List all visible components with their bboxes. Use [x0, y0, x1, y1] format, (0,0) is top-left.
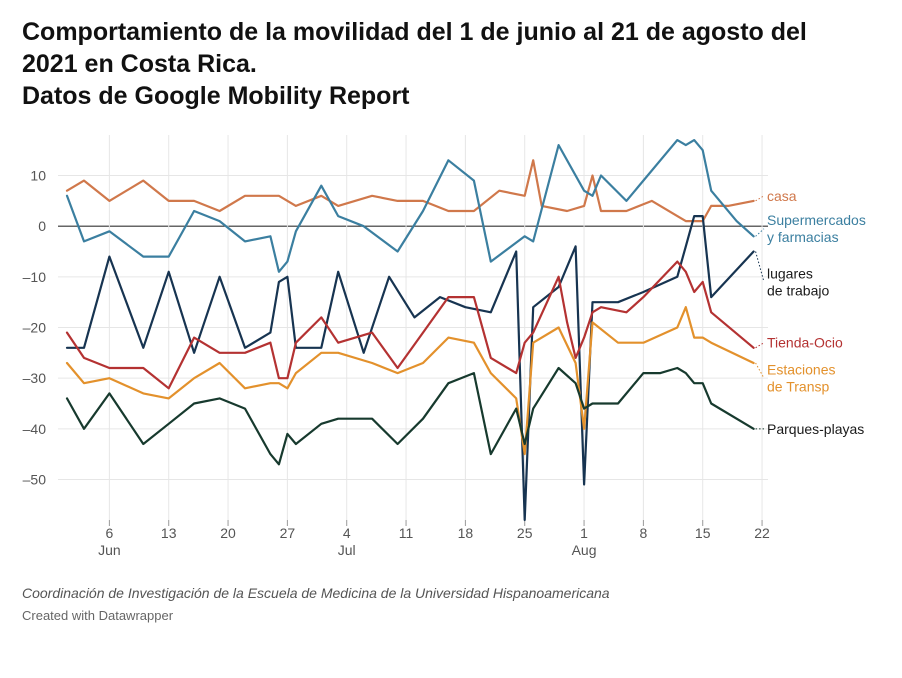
series-line	[65, 260, 755, 390]
chart-notes: Coordinación de Investigación de la Escu…	[22, 585, 610, 601]
series-line	[65, 139, 755, 273]
y-tick-label: –10	[23, 269, 47, 285]
series-label-line: Tienda-Ocio	[767, 335, 843, 351]
title-line-2: 2021 en Costa Rica.	[22, 50, 257, 78]
y-tick-label: 10	[30, 168, 46, 184]
x-month-label: Jul	[338, 542, 356, 558]
label-connector	[755, 362, 765, 379]
label-connector	[755, 251, 765, 283]
chart-title: Comportamiento de la movilidad del 1 de …	[22, 16, 882, 112]
series-line	[65, 366, 755, 466]
label-layer: casa Supermercados y farmacias lugares de tr…	[755, 188, 866, 437]
x-tick-label: 18	[458, 525, 474, 541]
chart-byline: Created with Datawrapper	[22, 608, 174, 623]
x-tick-label: 11	[399, 525, 414, 541]
x-tick-label: 13	[161, 525, 177, 541]
x-tick-label: 20	[220, 525, 236, 541]
x-tick-label: 25	[517, 525, 533, 541]
series-line	[65, 215, 755, 522]
y-tick-label: –40	[23, 421, 47, 437]
series-label-line: de trabajo	[767, 282, 829, 298]
title-line-1: Comportamiento de la movilidad del 1 de …	[22, 18, 807, 46]
series-label-line: lugares	[767, 265, 813, 281]
y-tick-label: 0	[38, 218, 46, 234]
series-label-line: y farmacias	[767, 229, 839, 245]
y-tick-label: –50	[23, 471, 47, 487]
series-label: Estaciones de Transp	[767, 362, 835, 395]
series-label: Parques-playas	[767, 421, 864, 437]
y-tick-label: –20	[23, 320, 47, 336]
series-label-line: Parques-playas	[767, 421, 864, 437]
x-tick-label: 27	[280, 525, 296, 541]
x-tick-label: 1	[580, 525, 588, 541]
label-connector	[755, 195, 765, 202]
series-label: lugares de trabajo	[767, 265, 829, 298]
series-label: Supermercados y farmacias	[767, 212, 866, 245]
series-label-line: casa	[767, 188, 797, 204]
series-label-line: de Transp	[767, 379, 829, 395]
x-tick-label: 15	[695, 525, 711, 541]
series-layer	[65, 139, 755, 522]
series-label-line: Supermercados	[767, 212, 866, 228]
series-label: Tienda-Ocio	[767, 335, 843, 351]
x-tick-label: 8	[639, 525, 647, 541]
series-line	[65, 306, 755, 456]
x-month-label: Jun	[98, 542, 121, 558]
x-tick-label: 6	[105, 525, 113, 541]
label-connector	[755, 228, 765, 237]
x-tick-label: 22	[754, 525, 770, 541]
y-tick-label: –30	[23, 370, 47, 386]
series-label: casa	[767, 188, 797, 204]
x-month-label: Aug	[572, 542, 597, 558]
x-tick-label: 4	[343, 525, 351, 541]
label-connector	[755, 342, 765, 349]
series-line	[65, 159, 755, 223]
title-line-3: Datos de Google Mobility Report	[22, 82, 410, 110]
series-label-line: Estaciones	[767, 362, 835, 378]
